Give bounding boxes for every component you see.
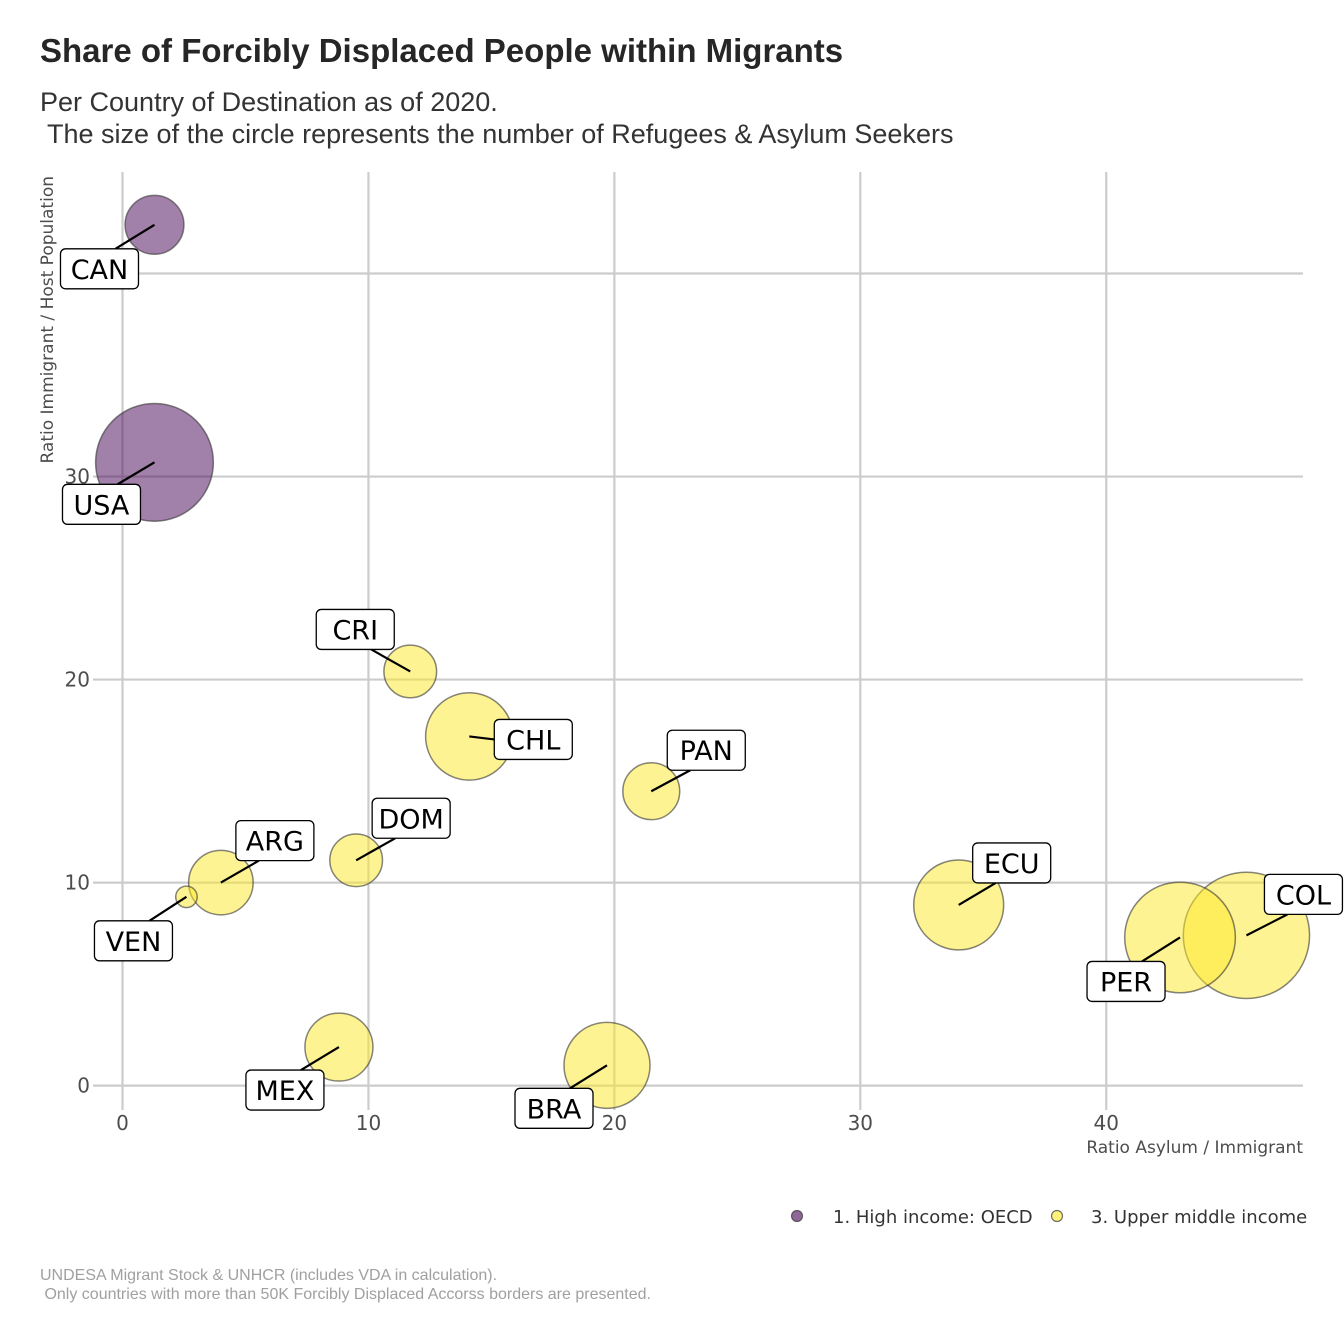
leader-line <box>958 881 997 906</box>
legend: 1. High income: OECD 3. Upper middle inco… <box>790 1207 1307 1228</box>
x-tick-label: 40 <box>1094 1111 1119 1135</box>
y-tick-label: 20 <box>65 668 90 692</box>
legend-label: 3. Upper middle income <box>1091 1207 1307 1228</box>
bubble-label-mex: MEX <box>256 1076 315 1107</box>
legend-swatch <box>1050 1209 1064 1223</box>
leader-line <box>370 648 411 673</box>
bubble-label-can: CAN <box>71 255 129 286</box>
bubble-cri <box>383 644 438 699</box>
bubble-label-pan: PAN <box>680 736 733 767</box>
bubble-label-col: COL <box>1276 880 1331 911</box>
leader-line <box>300 1046 340 1072</box>
bubble-label-arg: ARG <box>246 827 304 858</box>
bubble-label-usa: USA <box>74 490 130 521</box>
chart-title: Share of Forcibly Displaced People withi… <box>40 32 844 69</box>
y-tick-label: 10 <box>65 871 90 895</box>
label-box <box>972 842 1052 884</box>
bubble-ven <box>174 885 198 909</box>
leader-line <box>469 735 495 741</box>
chart-subtitle: Per Country of Destination as of 2020. T… <box>40 87 954 149</box>
label-box <box>235 819 315 862</box>
label-box <box>666 729 746 771</box>
leader-line <box>148 895 188 922</box>
chart-caption: UNDESA Migrant Stock & UNHCR (includes V… <box>40 1267 651 1303</box>
bubble-label-ecu: ECU <box>984 849 1040 880</box>
leader-line <box>220 859 260 884</box>
label-box <box>245 1069 325 1111</box>
bubble-label-dom: DOM <box>378 804 443 835</box>
bubble-label-chl: CHL <box>506 725 560 756</box>
label-box <box>315 608 395 651</box>
grid-layer: 010203040010203040 <box>65 172 1303 1135</box>
bubble-label-bra: BRA <box>527 1094 582 1125</box>
label-box <box>1086 960 1166 1003</box>
leader-line <box>114 223 156 250</box>
label-box <box>93 920 174 962</box>
leader-line <box>1245 913 1288 937</box>
x-tick-label: 20 <box>602 1111 627 1135</box>
leader-line <box>569 1064 608 1090</box>
label-box <box>61 483 142 525</box>
y-tick-label: 0 <box>77 1074 90 1098</box>
bubble-label-cri: CRI <box>332 615 378 646</box>
label-layer: CAN USA CRI CHL PAN DOM ARG VEN ECU COL PER MEX BRA <box>59 223 1344 1129</box>
axis-layer: Ratio Asylum / Immigrant Ratio Immigrant… <box>38 176 1303 1158</box>
leader-line <box>650 769 691 793</box>
leader-line <box>116 461 156 486</box>
x-tick-label: 30 <box>848 1111 873 1135</box>
bubble-label-per: PER <box>1100 967 1152 998</box>
label-box <box>371 797 451 839</box>
x-tick-label: 10 <box>356 1111 381 1135</box>
x-axis-label: Ratio Asylum / Immigrant <box>1086 1138 1303 1158</box>
leader-line <box>1141 936 1181 963</box>
bubble-label-ven: VEN <box>106 927 162 958</box>
x-tick-label: 0 <box>116 1111 129 1135</box>
legend-swatch <box>790 1209 804 1223</box>
label-box <box>493 718 573 761</box>
label-box <box>514 1087 594 1129</box>
label-box <box>1263 873 1344 916</box>
legend-label: 1. High income: OECD <box>833 1207 1033 1228</box>
label-box <box>59 248 140 290</box>
leader-line <box>355 837 396 862</box>
y-axis-label: Ratio Immigrant / Host Population <box>38 176 58 464</box>
